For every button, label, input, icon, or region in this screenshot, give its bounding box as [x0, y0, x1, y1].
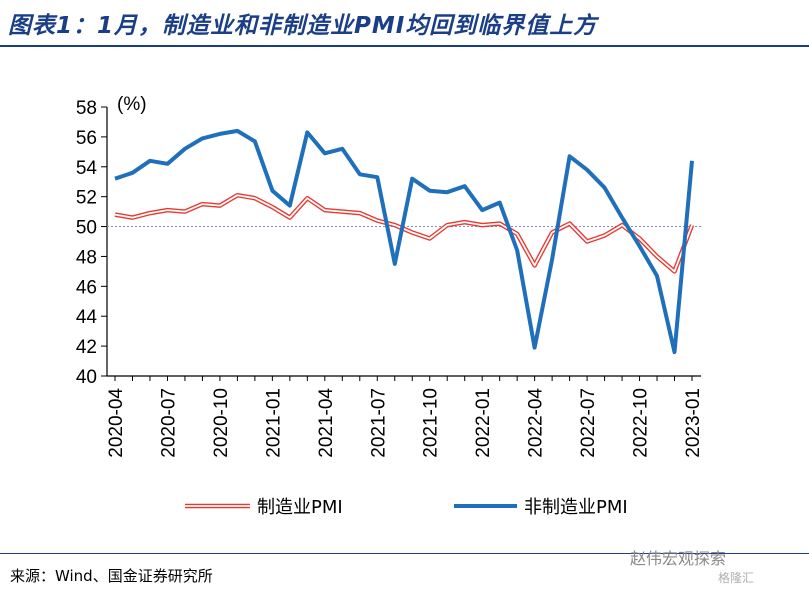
x-tick-label: 2022-04: [526, 388, 547, 458]
x-tick-label: 2020-07: [158, 388, 179, 458]
y-tick-label: 50: [76, 218, 97, 239]
y-tick-label: 40: [76, 367, 97, 388]
x-tick-label: 2021-10: [421, 388, 442, 458]
y-tick-label: 52: [76, 188, 97, 209]
y-tick-label: 48: [76, 247, 97, 268]
source-note: 来源：Wind、国金证券研究所: [10, 567, 213, 585]
y-tick-label: 58: [76, 98, 97, 119]
pmi-line-chart: 40 42 44 46 48 50 52 54 56 58 (%) 2020-04 2020-07 202…: [76, 94, 704, 518]
series-nonmanufacturing-line: [114, 128, 694, 355]
y-tick-label: 56: [76, 128, 97, 149]
y-tick-label: 44: [76, 307, 98, 328]
y-tick-label: 54: [76, 158, 98, 179]
x-tick-label: 2021-01: [263, 388, 284, 458]
x-tick-label: 2021-07: [368, 388, 389, 458]
footer-divider: [0, 553, 809, 554]
x-tick-label: 2022-10: [631, 388, 652, 458]
y-tick-label: 42: [76, 337, 97, 358]
x-tick-label: 2022-01: [473, 388, 494, 458]
x-tick-label: 2021-04: [316, 388, 337, 458]
x-tick-label: 2023-01: [683, 388, 704, 458]
title-divider: [0, 45, 809, 47]
y-unit-label: (%): [117, 94, 147, 115]
y-tick-label: 46: [76, 277, 97, 298]
x-tick-label: 2020-10: [211, 388, 232, 458]
legend-label: 非制造业PMI: [524, 497, 628, 518]
watermark-sub-text: 格隆汇: [718, 571, 755, 585]
legend-label: 制造业PMI: [257, 497, 343, 518]
x-tick-label: 2020-04: [106, 388, 127, 458]
series-manufacturing-line: [114, 192, 695, 274]
watermark-text: 赵伟宏观探索: [630, 549, 727, 568]
x-tick-label: 2022-07: [578, 388, 599, 458]
figure-title: 图表1：1月，制造业和非制造业PMI均回到临界值上方: [8, 13, 598, 39]
